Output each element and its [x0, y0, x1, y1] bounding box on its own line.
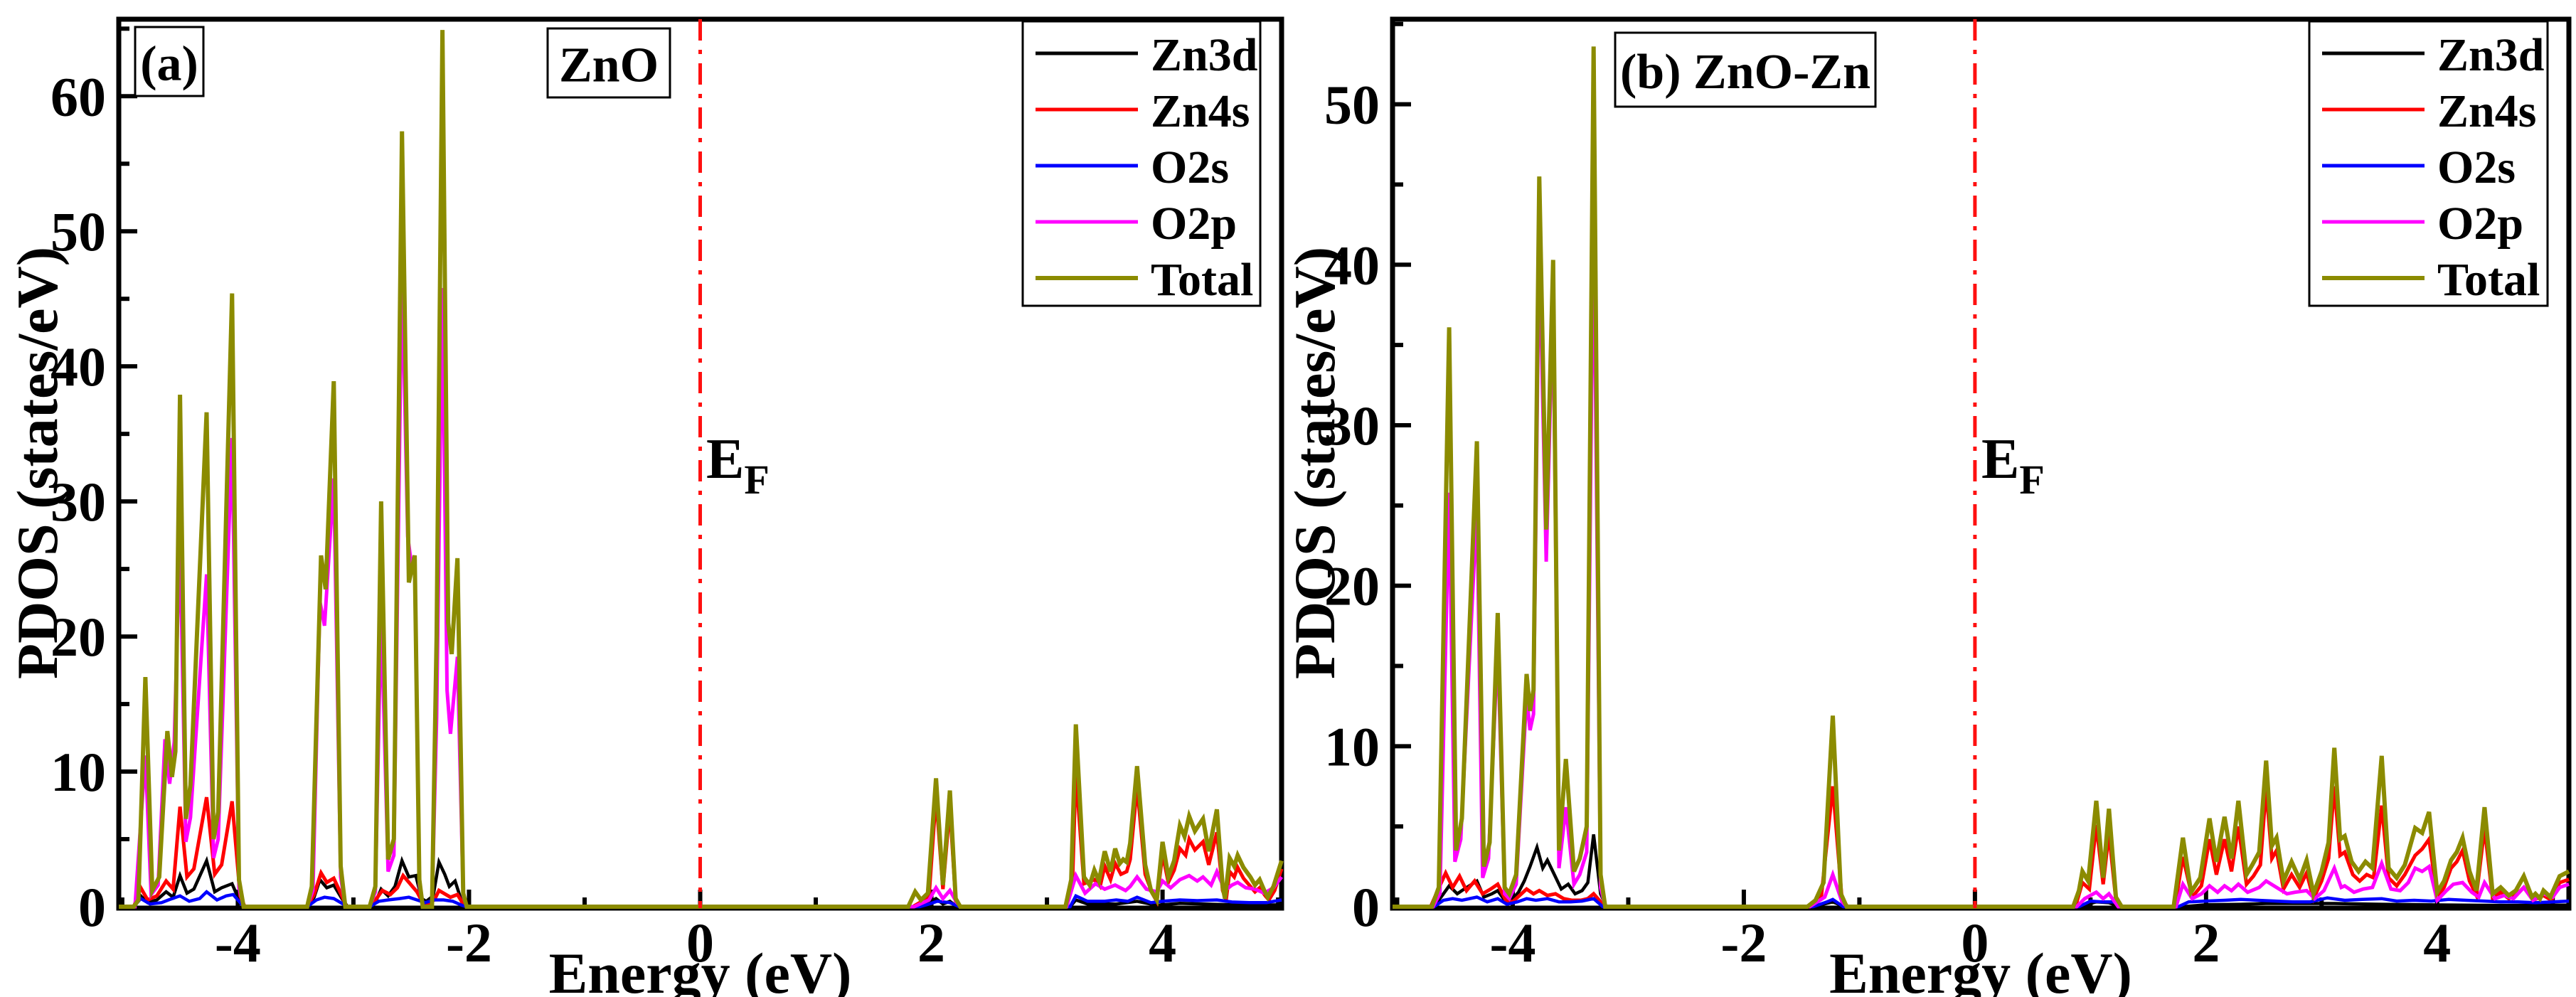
panel-a-title-box: [546, 27, 671, 99]
x-tick-label: 2: [917, 912, 945, 974]
y-axis-label: PDOS (states/eV): [5, 247, 70, 679]
legend-label-zn3d: Zn3d: [1151, 29, 1257, 81]
panel-a: 0 10 20 30 40 50 60 -4 -2 0 2 4 Energy (eV) PDOS (sta…: [5, 16, 1284, 997]
panel-a-corner-label: (a): [140, 37, 198, 92]
x-tick-label: 0: [686, 912, 714, 974]
legend-label-o2s: O2s: [2437, 142, 2516, 193]
y-tick-label: 0: [78, 876, 106, 938]
x-tick-label: -4: [1489, 912, 1536, 974]
series-total: [119, 30, 1284, 909]
series-zn4s: [1393, 786, 2570, 909]
legend-label-o2s: O2s: [1151, 142, 1229, 193]
x-axis-label: Energy (eV): [549, 941, 852, 997]
x-tick-label: -2: [1720, 912, 1767, 974]
legend-label-zn4s: Zn4s: [1151, 85, 1250, 137]
x-tick-label: -4: [215, 912, 261, 974]
y-tick-label: 50: [1324, 74, 1380, 136]
y-tick-label: 50: [50, 201, 106, 262]
x-tick-label: 0: [1961, 912, 1989, 974]
legend-label-o2p: O2p: [1151, 198, 1237, 250]
legend-label-total: Total: [2437, 254, 2540, 306]
legend-label-zn3d: Zn3d: [2437, 29, 2544, 81]
y-tick-label: 60: [50, 65, 106, 127]
y-axis-label: PDOS (states/eV): [1282, 247, 1347, 679]
legend-box: [1021, 20, 1262, 307]
y-tick-label: 0: [1352, 876, 1380, 938]
series-total: [1393, 46, 2570, 909]
fermi-label: EF: [706, 428, 770, 503]
legend-label-zn4s: Zn4s: [2437, 85, 2536, 137]
legend-label-o2p: O2p: [2437, 198, 2523, 250]
panel-a-title: ZnO: [559, 38, 659, 93]
y-tick-label: 20: [50, 606, 106, 668]
panel-a-corner-label-box: [134, 26, 205, 97]
y-tick-label: 40: [50, 336, 106, 398]
x-tick-label: 2: [2192, 912, 2220, 974]
x-tick-label: 4: [2423, 912, 2451, 974]
y-tick-label: 30: [50, 471, 106, 533]
series-zn3d: [1393, 834, 2570, 909]
series-o2p: [119, 269, 1284, 909]
y-tick-label: 20: [1324, 555, 1380, 617]
x-axis-label: Energy (eV): [1829, 941, 2132, 997]
y-tick-label: 40: [1324, 234, 1380, 296]
y-tick-label: 10: [50, 741, 106, 803]
y-tick-label: 30: [1324, 395, 1380, 457]
series-o2p: [1393, 200, 2570, 909]
panel-b: 0 10 20 30 40 50 -4 -2 0 2 4 Energy (eV) PDOS (state…: [1282, 16, 2572, 997]
legend-label-total: Total: [1151, 254, 1253, 306]
x-tick-label: -2: [446, 912, 492, 974]
y-tick-label: 10: [1324, 715, 1380, 777]
x-tick-label: 4: [1149, 912, 1176, 974]
panel-b-title-box: [1614, 31, 1877, 108]
panel-b-title: (b) ZnO-Zn: [1620, 45, 1870, 100]
fermi-label: EF: [1981, 428, 2045, 503]
legend-box: [2308, 20, 2549, 307]
